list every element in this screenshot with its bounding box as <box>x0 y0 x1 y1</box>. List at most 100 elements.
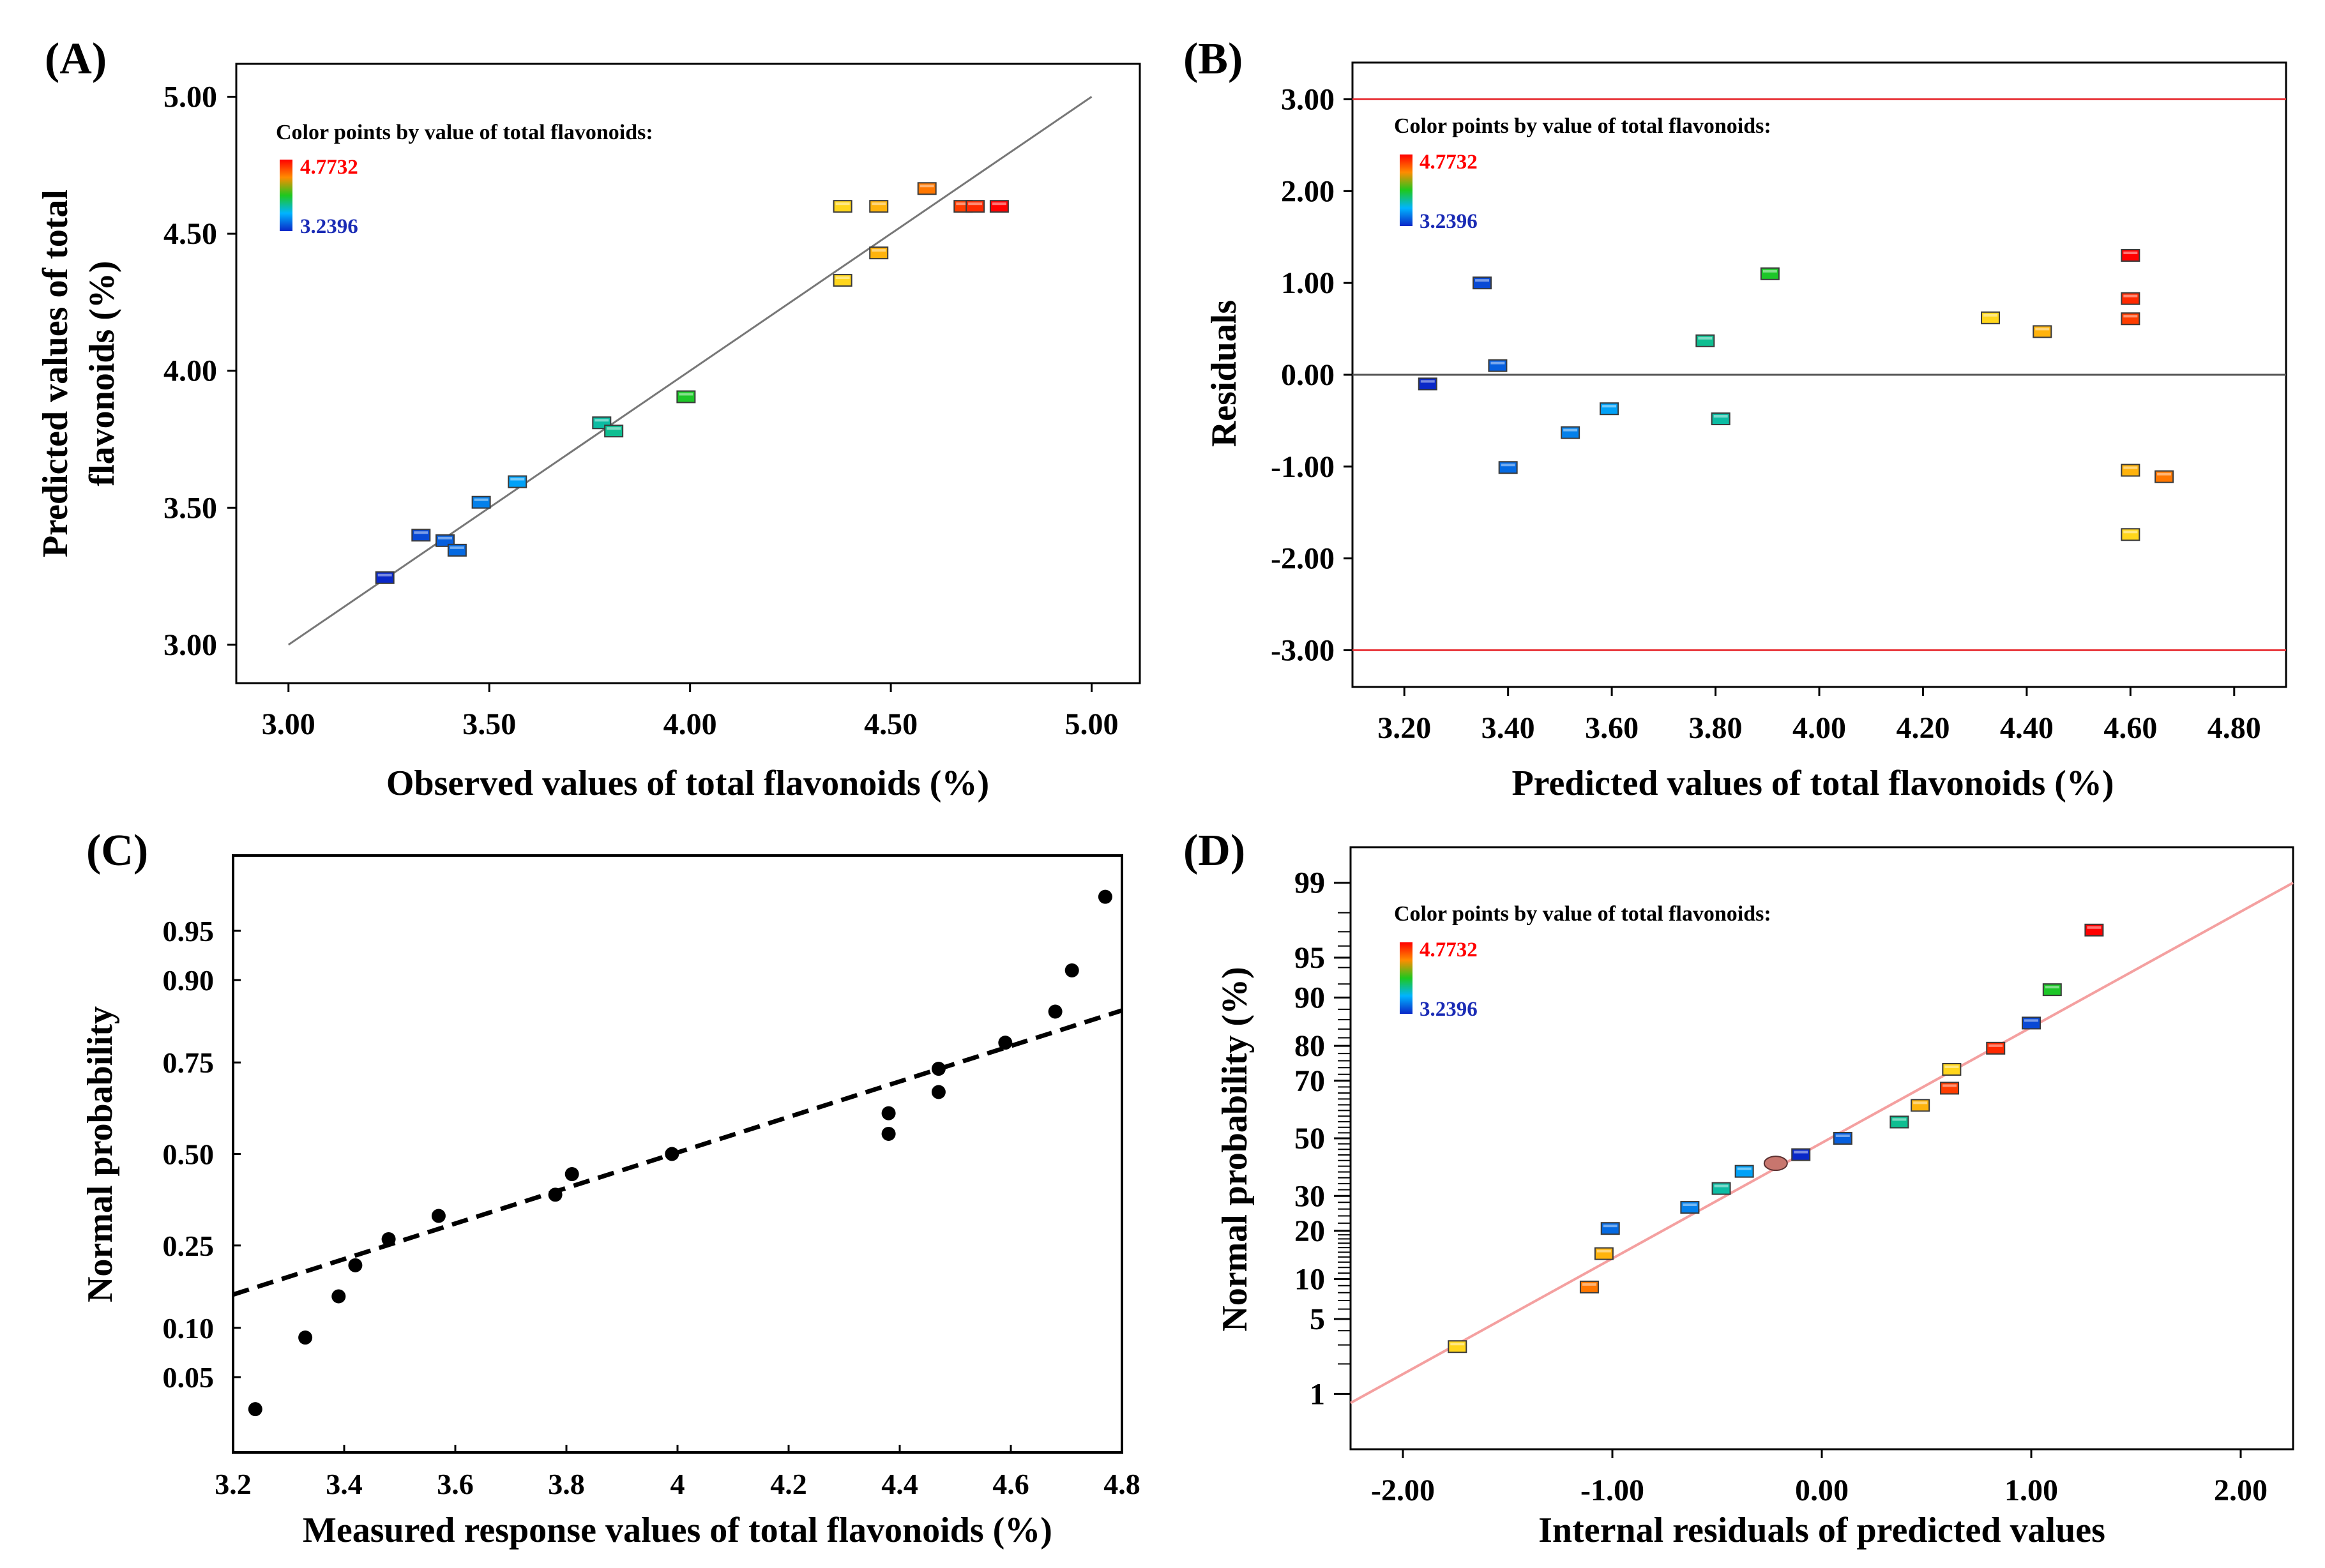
panel-c-point <box>881 1126 896 1141</box>
panel-d-point-shine <box>2024 1019 2038 1022</box>
panel-a-y-tick-label: 3.50 <box>163 491 217 525</box>
panel-d-point <box>2022 1016 2041 1030</box>
panel-c-y-tick-label: 0.10 <box>163 1312 215 1345</box>
panel-d-point-shine <box>1835 1135 1850 1138</box>
panel-c-x-tick-label: 4.2 <box>770 1468 807 1500</box>
panel-d-y-tick-label: 90 <box>1294 981 1325 1014</box>
panel-a-y-tick-label: 3.00 <box>163 628 217 662</box>
panel-d-y-tick-label: 1 <box>1310 1377 1325 1411</box>
panel-b-point-shine <box>2123 531 2138 534</box>
panel-b-legend-min: 3.2396 <box>1420 210 1478 233</box>
panel-c-x-tick-label: 4.4 <box>881 1468 918 1500</box>
panel-b-point <box>2033 325 2052 338</box>
panel-d-point-shine <box>1944 1065 1959 1068</box>
panel-a-point-shine <box>510 478 525 481</box>
panel-b-point <box>1711 412 1730 426</box>
panel-b-point-shine <box>1475 279 1490 282</box>
panel-c-point <box>564 1167 579 1182</box>
panel-d-point <box>1942 1062 1962 1076</box>
panel-d-point-shine <box>1892 1118 1907 1121</box>
panel-d-y-tick-label: 10 <box>1294 1263 1325 1297</box>
panel-a-point-shine <box>595 419 609 422</box>
panel-b-x-tick-label: 3.60 <box>1585 711 1639 745</box>
panel-a-legend-min: 3.2396 <box>300 215 358 238</box>
panel-d-point <box>1680 1201 1700 1214</box>
panel-c-point <box>881 1106 896 1120</box>
panel-d-colorbar <box>1400 942 1412 1014</box>
panel-d-point-shine <box>1943 1084 1957 1087</box>
panel-a-y-tick-label: 4.00 <box>163 354 217 388</box>
panel-b-point <box>1498 461 1518 474</box>
panel-c-point <box>348 1258 363 1272</box>
panel-d-point <box>1940 1082 1960 1095</box>
panel-c-point <box>381 1232 396 1246</box>
panel-b-y-tick-label: 2.00 <box>1281 174 1335 208</box>
panel-b-point <box>1600 402 1619 416</box>
panel-a-reference-line <box>287 96 1093 646</box>
panel-d-point-shine <box>1450 1343 1465 1346</box>
panel-b-point-shine <box>2123 294 2138 298</box>
panel-b-label: (B) <box>1183 34 1243 84</box>
panel-a-point-shine <box>835 276 850 280</box>
panel-a-point <box>375 571 395 584</box>
panel-a-legend-title: Color points by value of total flavonoid… <box>276 121 653 144</box>
panel-d-point-shine <box>1582 1283 1596 1286</box>
panel-a-x-tick-label: 4.00 <box>663 707 717 741</box>
panel-b-point-shine <box>1563 428 1578 432</box>
panel-b-y-tick-label: 1.00 <box>1281 266 1335 300</box>
panel-d-point <box>1890 1115 1909 1129</box>
panel-d-point-shine <box>2045 986 2059 989</box>
panel-b-point <box>1981 311 2001 324</box>
panel-a-point-shine <box>438 536 453 539</box>
panel-c-y-tick-label: 0.25 <box>163 1230 215 1262</box>
panel-d-x-axis-title: Internal residuals of predicted values <box>1538 1511 2105 1550</box>
panel-a-x-tick-label: 5.00 <box>1065 707 1119 741</box>
panel-d-x-tick-label: 0.00 <box>1795 1474 1849 1507</box>
panel-c: (C) Measured response values of total fl… <box>80 826 1140 1550</box>
panel-a-point <box>447 543 467 557</box>
panel-d-x-tick-label: 2.00 <box>2214 1474 2268 1507</box>
panel-a-point-shine <box>992 202 1006 206</box>
panel-b-y-tick-label: 0.00 <box>1281 358 1335 392</box>
panel-c-point <box>1048 1004 1063 1019</box>
panel-c-point <box>931 1062 946 1076</box>
panel-b-point-shine <box>2035 328 2050 331</box>
panel-d-y-tick-label: 5 <box>1310 1302 1325 1336</box>
panel-d-point-shine <box>2087 926 2102 929</box>
panel-a-x-tick-label: 3.50 <box>462 707 516 741</box>
panel-d-point <box>1448 1340 1467 1353</box>
panel-b-y-tick-label: -2.00 <box>1271 542 1335 576</box>
panel-c-x-tick-label: 3.4 <box>326 1468 363 1500</box>
panel-b-point <box>2121 464 2140 477</box>
panel-d-point-shine <box>1596 1249 1611 1253</box>
panel-d-y-tick-label: 95 <box>1294 941 1325 975</box>
panel-c-y-tick-label: 0.90 <box>163 964 215 997</box>
panel-c-x-axis-title: Measured response values of total flavon… <box>303 1511 1052 1550</box>
panel-b-y-tick-label: 3.00 <box>1281 83 1335 117</box>
panel-b-point-shine <box>1501 464 1515 467</box>
panel-b-legend-max: 4.7732 <box>1420 151 1478 174</box>
panel-d-y-tick-label: 30 <box>1294 1179 1325 1213</box>
panel-b-point-shine <box>1713 415 1728 418</box>
panel-c-point <box>298 1331 313 1345</box>
panel-b-x-tick-label: 4.00 <box>1792 711 1846 745</box>
panel-a-point-shine <box>607 427 621 430</box>
panel-b-point <box>2155 470 2174 483</box>
panel-d-point <box>2084 923 2104 937</box>
panel-b-legend: Color points by value of total flavonoid… <box>1394 114 1771 233</box>
panel-d-plot-frame <box>1349 846 2294 1451</box>
panel-b-x-tick-label: 4.60 <box>2103 711 2157 745</box>
panel-c-point <box>248 1402 262 1417</box>
panel-d-x-tick-label: -2.00 <box>1371 1474 1435 1507</box>
panel-c-x-tick-label: 4.6 <box>992 1468 1029 1500</box>
panel-a-point-shine <box>450 546 464 549</box>
panel-b-point <box>1695 334 1715 347</box>
panel-c-x-tick-label: 3.2 <box>215 1468 252 1500</box>
panel-b-point <box>2121 249 2140 262</box>
panel-c-y-tick-label: 0.50 <box>163 1138 215 1171</box>
panel-d-point <box>2042 983 2062 997</box>
panel-a-label: (A) <box>45 34 107 84</box>
panel-a-point <box>869 200 889 213</box>
panel-d-point <box>1911 1099 1930 1112</box>
